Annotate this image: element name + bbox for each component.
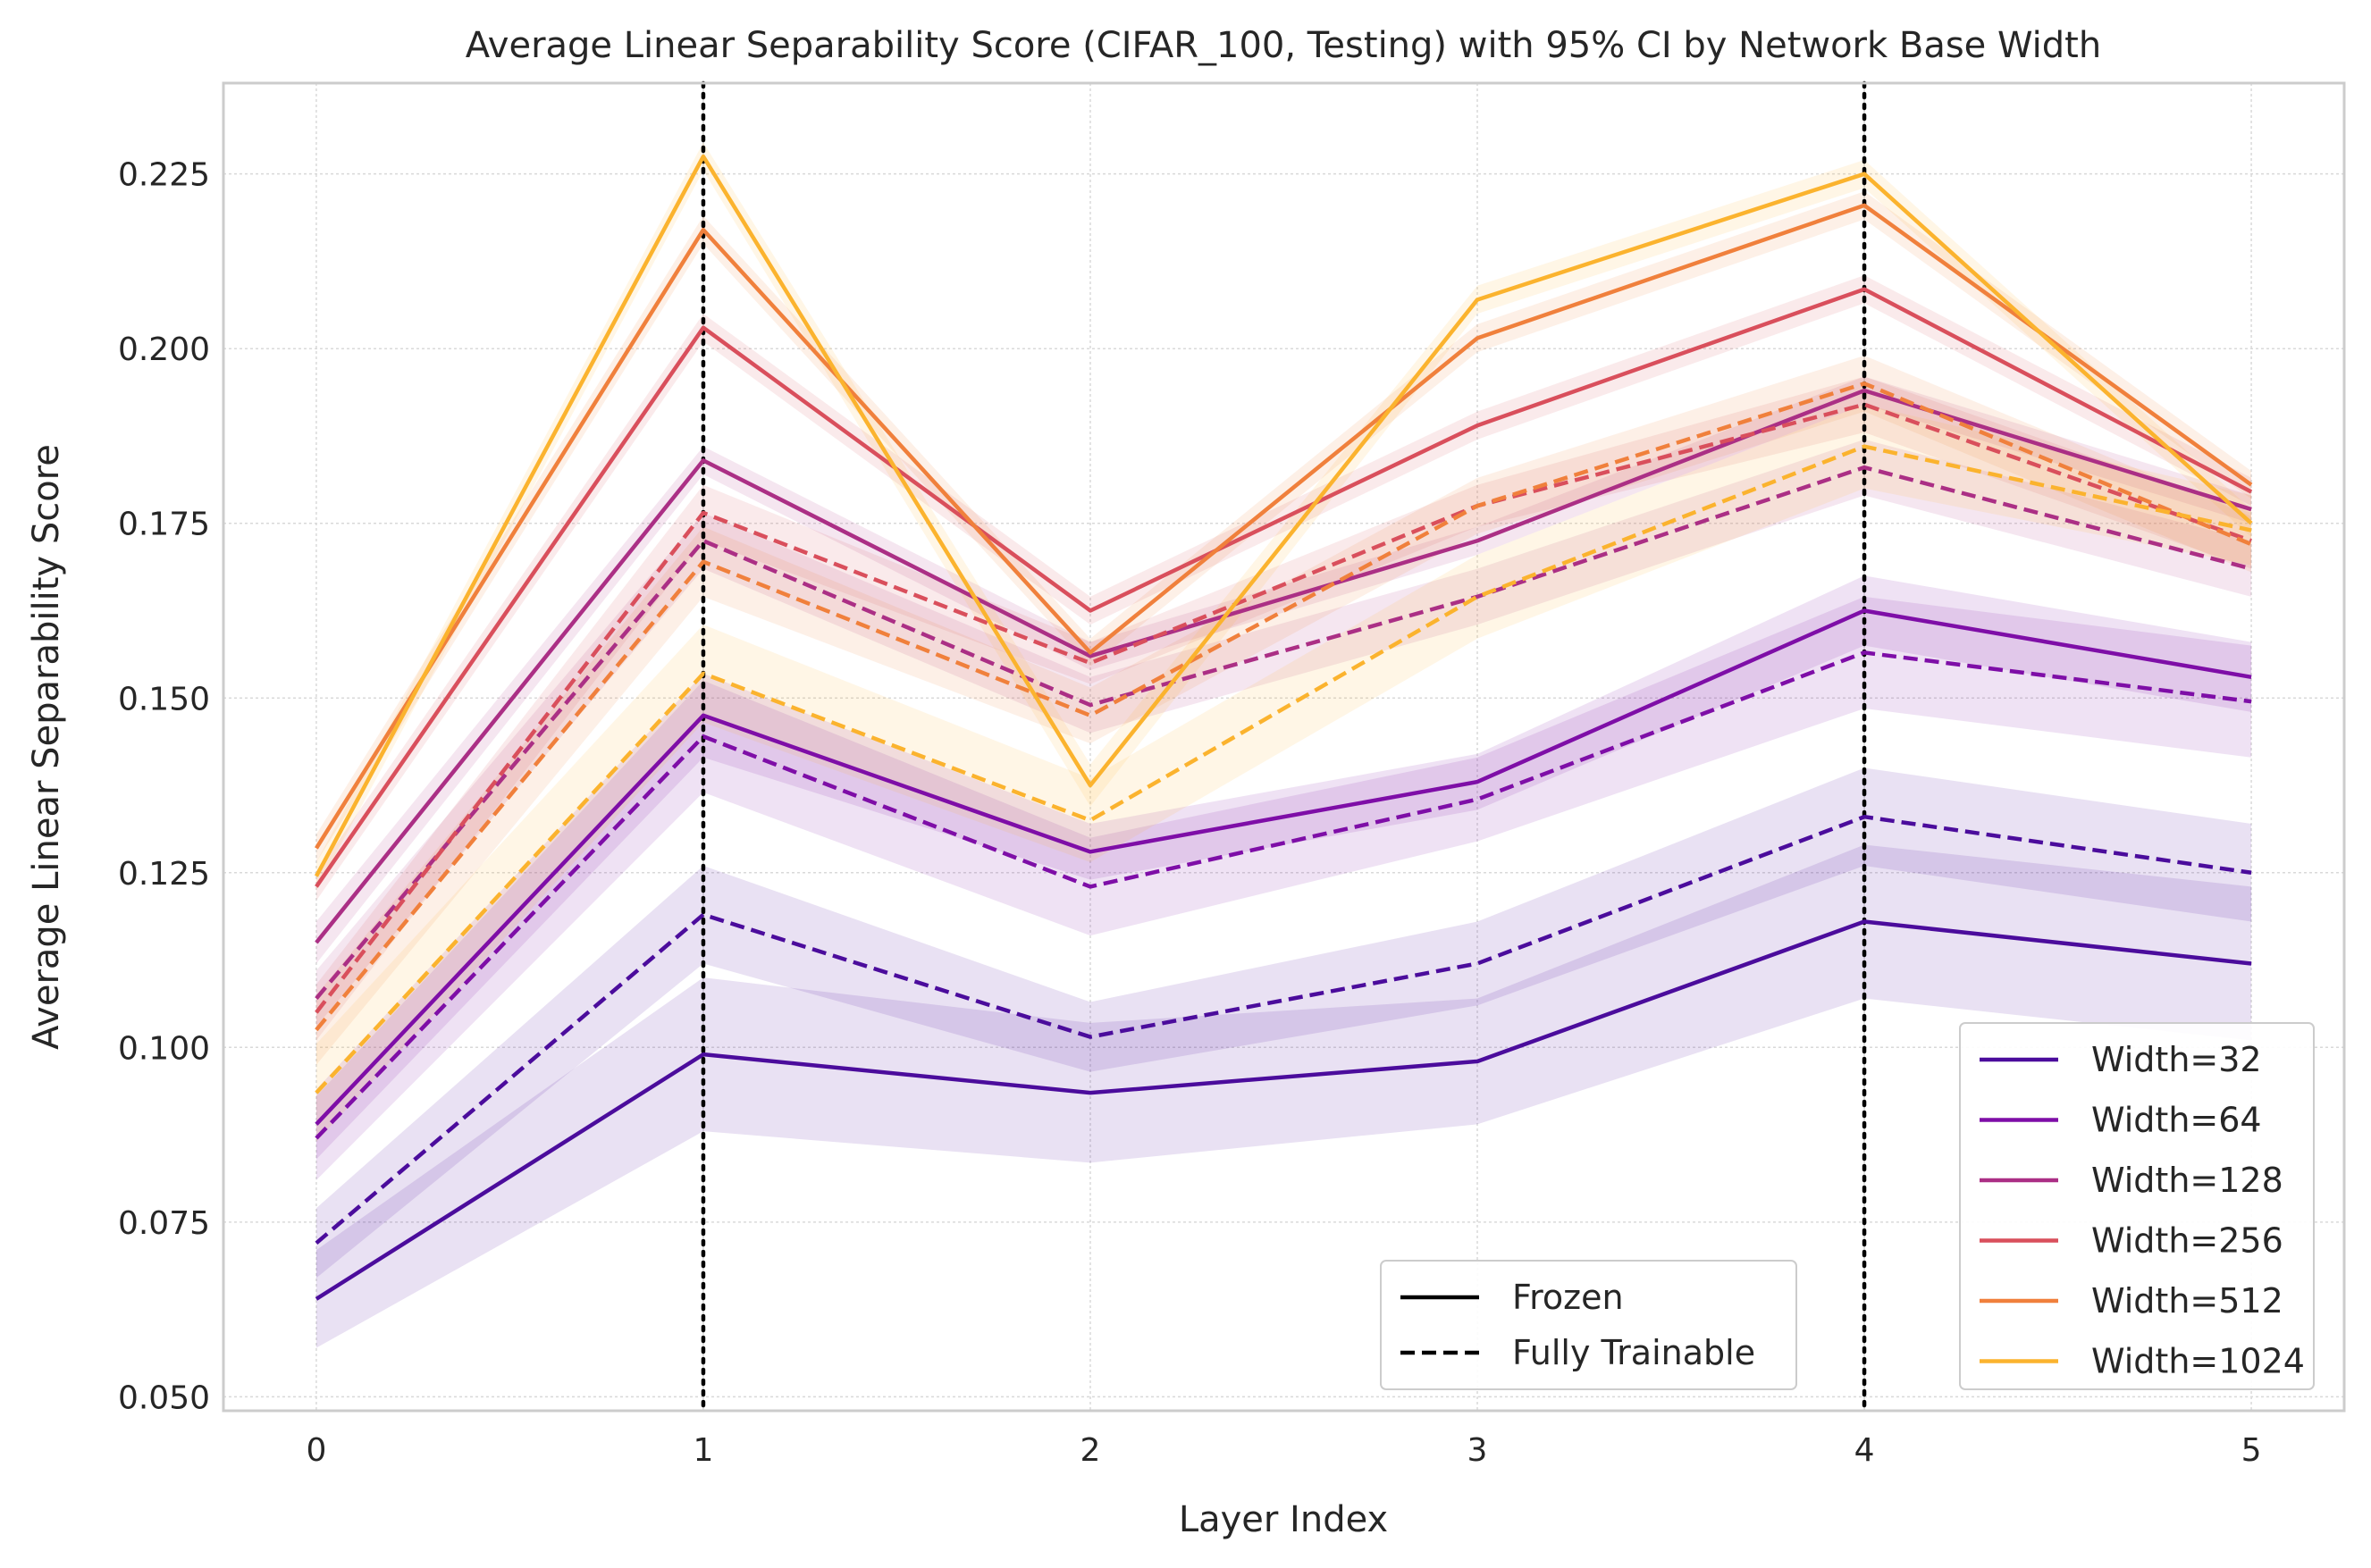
x-tick-labels: 0 1 2 3 4 5 <box>306 1432 2261 1469</box>
x-tick-label: 3 <box>1467 1432 1488 1469</box>
series-line <box>315 203 2253 850</box>
x-tick-label: 0 <box>306 1432 326 1469</box>
series-line <box>315 814 2252 1245</box>
chart-title: Average Linear Separability Score (CIFAR… <box>466 25 2101 66</box>
y-tick-label: 0.175 <box>118 507 210 543</box>
series-line <box>315 444 2252 1094</box>
legend-label: Fully Trainable <box>1512 1333 1755 1372</box>
legend-label: Width=64 <box>2091 1101 2262 1140</box>
y-axis-label: Average Linear Separability Score <box>26 444 67 1050</box>
series-line <box>315 650 2252 1140</box>
series-line <box>314 154 2253 877</box>
x-tick-label: 4 <box>1854 1432 1875 1469</box>
legend-label: Width=256 <box>2091 1221 2283 1261</box>
legend-label: Width=32 <box>2091 1040 2262 1079</box>
legend-label: Frozen <box>1512 1278 1624 1317</box>
series-line <box>315 402 2252 1014</box>
series-line <box>315 287 2253 888</box>
y-tick-label: 0.225 <box>118 157 210 194</box>
reference-lines <box>701 80 1867 1413</box>
x-tick-label: 1 <box>694 1432 714 1469</box>
style-legend-box <box>1380 1260 1797 1390</box>
legend-label: Width=1024 <box>2091 1342 2305 1381</box>
ci-bands <box>315 142 2252 1348</box>
ci-band <box>315 142 2252 891</box>
ci-band <box>315 404 2252 1142</box>
x-tick-label: 5 <box>2241 1432 2262 1469</box>
series-lines <box>314 154 2253 1301</box>
legend-label: Width=128 <box>2091 1161 2283 1200</box>
ci-band <box>315 844 2252 1348</box>
y-tick-label: 0.150 <box>118 681 210 717</box>
y-tick-label: 0.100 <box>118 1030 210 1067</box>
ci-band <box>315 439 2252 1027</box>
style-legend: Frozen Fully Trainable <box>1380 1260 1797 1390</box>
series-line <box>315 465 2252 1001</box>
series-line <box>315 382 2252 1032</box>
width-legend-box <box>1959 1022 2315 1390</box>
ci-band <box>315 596 2252 1180</box>
x-axis-label: Layer Index <box>1179 1499 1388 1540</box>
legend-label: Width=512 <box>2091 1281 2283 1321</box>
ci-band <box>315 575 2252 1160</box>
ci-band <box>315 376 2252 1041</box>
y-tick-label: 0.050 <box>118 1379 210 1416</box>
ci-band <box>315 767 2252 1279</box>
series-line <box>315 608 2252 1126</box>
ci-band <box>315 376 2252 964</box>
plot-frame <box>222 81 2346 1413</box>
y-tick-label: 0.125 <box>118 856 210 893</box>
series-line <box>315 919 2252 1301</box>
y-tick-label: 0.075 <box>118 1205 210 1242</box>
y-tick-label: 0.200 <box>118 331 210 368</box>
y-tick-labels: 0.050 0.075 0.100 0.125 0.150 0.175 0.200 0.225 <box>118 157 210 1417</box>
width-legend: Width=32 Width=64 Width=128 Width=256 Width=… <box>1959 1022 2315 1390</box>
x-tick-label: 2 <box>1080 1432 1101 1469</box>
